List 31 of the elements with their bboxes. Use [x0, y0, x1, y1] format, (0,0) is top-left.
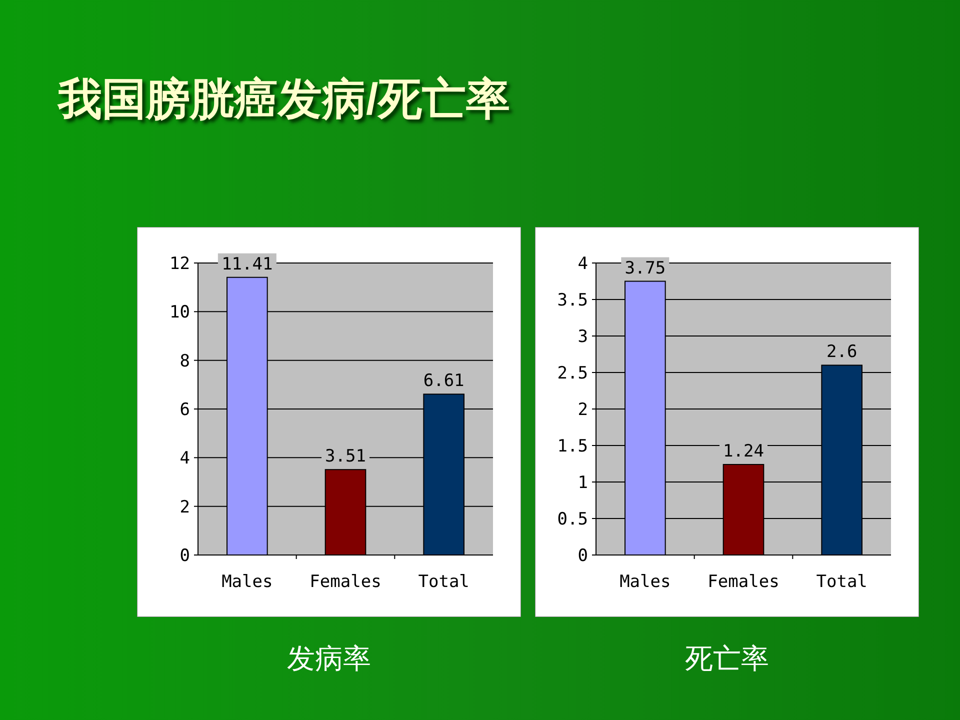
data-label: 11.41 — [222, 254, 273, 274]
data-label: 1.24 — [723, 441, 764, 462]
y-tick-label: 10 — [170, 302, 190, 323]
x-tick-label: Females — [708, 572, 780, 592]
chart-title: 我国膀胱癌发病/死亡率 — [58, 74, 510, 126]
x-axis-title: 发病率 — [286, 641, 372, 677]
data-label: 3.75 — [624, 258, 666, 278]
y-tick-label: 8 — [180, 351, 190, 372]
y-tick-label: 0.5 — [557, 510, 588, 530]
y-tick-label: 4 — [180, 448, 190, 469]
y-tick-label: 6 — [180, 400, 190, 420]
x-tick-label: Females — [310, 572, 382, 592]
y-tick-label: 2.5 — [557, 364, 588, 384]
y-tick-label: 3 — [578, 327, 588, 347]
y-tick-label: 2 — [180, 497, 190, 518]
data-label: 3.51 — [325, 446, 366, 467]
x-tick-label: Males — [620, 572, 671, 592]
x-tick-label: Total — [816, 572, 868, 592]
y-tick-label: 4 — [578, 254, 588, 274]
x-axis-title: 死亡率 — [684, 641, 770, 677]
y-tick-label: 2 — [578, 400, 588, 420]
y-tick-label: 12 — [170, 254, 190, 274]
y-tick-label: 1 — [578, 473, 588, 493]
y-tick-label: 1.5 — [557, 436, 588, 456]
x-tick-label: Total — [418, 572, 470, 592]
x-tick-label: Males — [222, 572, 273, 592]
y-tick-label: 0 — [180, 546, 190, 566]
data-label: 6.61 — [423, 371, 464, 392]
y-tick-label: 3.5 — [557, 290, 588, 310]
data-label: 2.6 — [826, 342, 858, 362]
y-tick-label: 0 — [578, 546, 588, 566]
